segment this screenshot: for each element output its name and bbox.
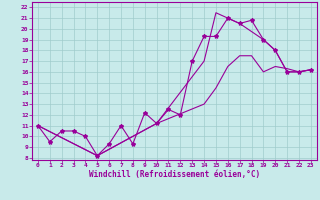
X-axis label: Windchill (Refroidissement éolien,°C): Windchill (Refroidissement éolien,°C) (89, 170, 260, 179)
